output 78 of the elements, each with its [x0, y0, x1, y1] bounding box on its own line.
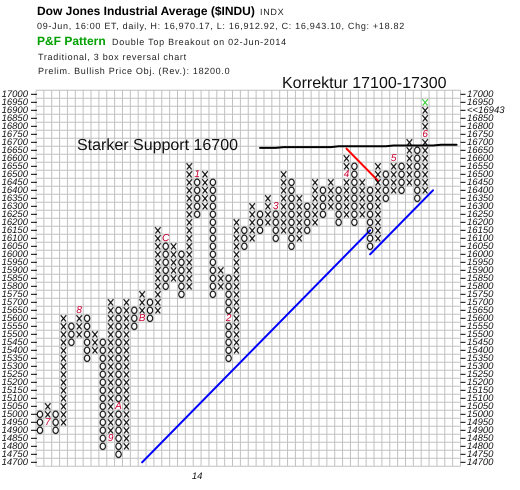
- candlestick: [91, 330, 99, 354]
- candlestick: [114, 306, 122, 458]
- y-tick-label: 14700: [2, 456, 29, 468]
- y2-tick-label: 15800: [467, 280, 494, 292]
- candlestick: [83, 314, 92, 362]
- candlestick: [185, 162, 194, 290]
- candlestick: [240, 226, 248, 250]
- candlestick: [405, 138, 414, 186]
- annotation: Korrektur 17100-17300: [282, 75, 447, 92]
- candlestick: [130, 306, 138, 330]
- text: INDX: [260, 7, 284, 17]
- x-tick-label: 14: [192, 470, 202, 482]
- candlestick: [122, 298, 130, 450]
- annotation: 1: [194, 168, 200, 180]
- annotation: Starker Support 16700: [77, 137, 238, 154]
- chart-subtitle: 09-Jun, 16:00 ET, daily, H: 16,970.17, L: 16,912.92, C: 16,943.10, Chg: +18.82: [37, 21, 405, 31]
- candlestick: [288, 178, 296, 250]
- candlestick: [256, 210, 264, 234]
- candlestick: [146, 298, 154, 322]
- candlestick: [303, 202, 312, 234]
- candlestick: [319, 186, 327, 218]
- annotation: 2: [224, 312, 232, 324]
- candlestick: [170, 242, 178, 282]
- candlestick: [358, 178, 366, 218]
- candlestick: [311, 178, 319, 226]
- y2-tick-label: 15400: [467, 344, 494, 356]
- candlestick: [52, 410, 60, 434]
- candlestick: [138, 290, 146, 322]
- annotation: B: [138, 312, 146, 324]
- text: Traditional, 3 box reversal chart: [38, 52, 187, 62]
- candlestick: [280, 170, 288, 234]
- candlestick: [326, 178, 335, 210]
- candlestick: [208, 178, 217, 298]
- candlestick: [334, 186, 343, 226]
- candlestick: [106, 298, 115, 442]
- annotation: C: [162, 232, 170, 244]
- candlestick: [350, 162, 358, 226]
- candlestick: [382, 170, 390, 202]
- candlestick: [366, 186, 374, 250]
- candlestick: [342, 154, 350, 218]
- candlestick: [67, 322, 76, 346]
- candlestick: [232, 218, 240, 354]
- chart-title: Dow Jones Industrial Average ($INDU): [37, 4, 255, 18]
- annotation: 9: [108, 432, 114, 444]
- y2-tick-label: 14800: [467, 440, 494, 452]
- text: P&F Pattern: [37, 34, 106, 48]
- annotation: 3: [273, 200, 280, 212]
- y2-tick-label: 15100: [467, 392, 494, 404]
- candlestick: [201, 170, 209, 210]
- candlestick: [98, 338, 107, 450]
- annotation: 5: [390, 152, 397, 164]
- candlestick: [178, 250, 186, 298]
- y2-tick-label: 14700: [467, 456, 494, 468]
- candlestick: [154, 226, 162, 314]
- candlestick: [374, 162, 382, 242]
- annotation: 4: [344, 168, 350, 180]
- y2-tick-label: 15500: [467, 328, 494, 340]
- candlestick: [421, 106, 430, 194]
- y2-tick-label: 15200: [467, 376, 494, 388]
- candlestick: [216, 266, 225, 290]
- annotation: 7: [45, 416, 52, 428]
- candlestick: [162, 234, 170, 290]
- candlestick: [398, 162, 406, 194]
- candlestick: [60, 314, 68, 426]
- y2-tick-label: 15600: [467, 312, 494, 324]
- annotation: 6: [422, 128, 428, 140]
- candlestick: [264, 194, 272, 226]
- annotation: 8: [76, 304, 82, 316]
- text: Prelim. Bullish Price Obj. (Rev.): 18200.0: [38, 66, 230, 76]
- candlestick: [36, 410, 44, 434]
- candlestick: [224, 274, 233, 362]
- candlestick: [413, 146, 422, 202]
- annotation: A: [114, 400, 122, 412]
- candlestick: [295, 194, 304, 242]
- candlestick: [248, 202, 256, 242]
- candlestick: [193, 170, 202, 218]
- line-series: [369, 189, 434, 256]
- text: Double Top Breakout on 02-Jun-2014: [112, 37, 287, 47]
